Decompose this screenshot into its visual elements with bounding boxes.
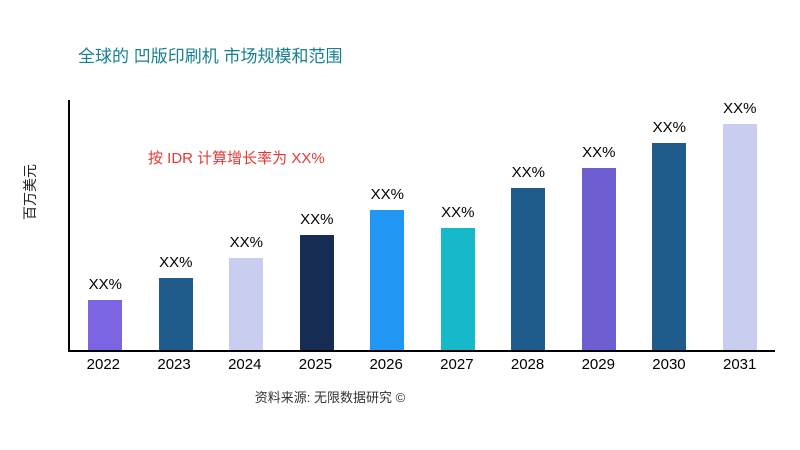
x-axis-labels: 2022 2023 2024 2025 2026 2027 2028 2029 2030 2031	[68, 356, 775, 373]
bar	[511, 187, 546, 350]
bar-column: XX%	[564, 100, 635, 350]
growth-rate-annotation: 按 IDR 计算增长率为 XX%	[148, 150, 325, 167]
x-axis-tick-label: 2031	[722, 356, 757, 373]
x-axis-tick-label: 2024	[228, 356, 262, 373]
y-axis-label: 百万美元	[22, 164, 38, 220]
bar-value-label: XX%	[88, 276, 122, 293]
bar-column: XX%	[352, 100, 423, 350]
bar	[581, 167, 616, 350]
bar	[299, 235, 334, 350]
x-axis-tick-label: 2023	[157, 356, 191, 373]
bar	[722, 124, 757, 350]
bar-value-label: XX%	[370, 186, 404, 203]
bar-value-label: XX%	[441, 203, 475, 221]
x-axis-tick-label: 2029	[581, 356, 615, 373]
chart-title: 全球的 凹版印刷机 市场规模和范围	[78, 47, 343, 66]
bar-value-label: XX%	[229, 233, 263, 251]
bar-column: XX%	[423, 100, 494, 350]
bar-value-label: XX%	[652, 118, 686, 136]
bar-value-label: XX%	[723, 100, 757, 117]
bar	[370, 210, 405, 350]
bar-column: XX%	[211, 100, 282, 350]
x-axis-tick-label: 2022	[86, 356, 121, 373]
bar-column: XX%	[705, 100, 776, 350]
bar	[158, 277, 193, 350]
bar	[652, 142, 687, 350]
x-axis-tick-label: 2028	[510, 356, 545, 373]
bar	[229, 257, 264, 350]
bar-column: XX%	[141, 100, 212, 350]
x-axis-tick-label: 2027	[440, 356, 474, 373]
bar-column: XX%	[282, 100, 353, 350]
plot-area: XX% XX% XX% XX% XX% XX% XX% XX% XX% XX%	[68, 100, 775, 352]
bar-column: XX%	[493, 100, 564, 350]
x-axis-tick-label: 2026	[369, 356, 403, 373]
bar-column: XX%	[70, 100, 141, 350]
x-axis-tick-label: 2030	[652, 356, 686, 373]
bar	[440, 227, 475, 350]
bar-value-label: XX%	[511, 163, 545, 181]
bar-value-label: XX%	[159, 253, 193, 271]
bar	[88, 300, 123, 350]
bar-value-label: XX%	[582, 143, 616, 161]
bar-value-label: XX%	[300, 211, 334, 228]
chart-bars: XX% XX% XX% XX% XX% XX% XX% XX% XX% XX%	[70, 100, 775, 350]
bar-column: XX%	[634, 100, 705, 350]
source-attribution: 资料来源: 无限数据研究 ©	[254, 390, 406, 405]
x-axis-tick-label: 2025	[298, 356, 333, 373]
